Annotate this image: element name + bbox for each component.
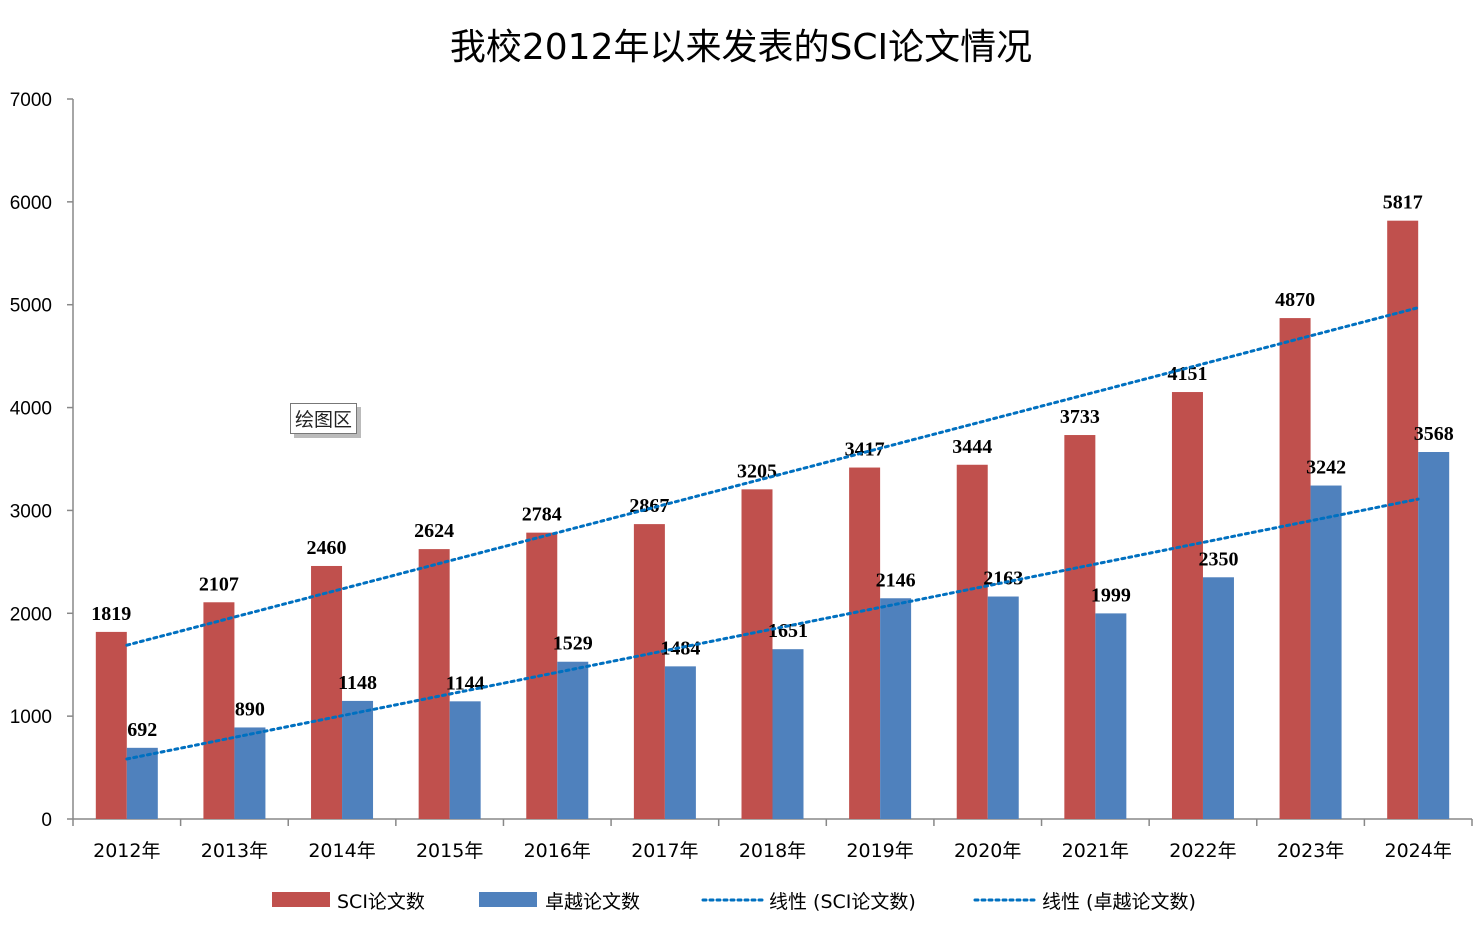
- bar-excellent: [664, 666, 696, 819]
- data-label: 890: [235, 698, 265, 720]
- x-tick-label: 2014年: [308, 840, 375, 862]
- y-tick-label: 2000: [10, 604, 52, 625]
- x-tick-label: 2021年: [1062, 840, 1129, 862]
- x-tick-label: 2024年: [1385, 840, 1452, 862]
- bar-excellent: [1202, 577, 1234, 819]
- y-tick-label: 6000: [10, 193, 52, 214]
- bar-sci: [633, 524, 665, 819]
- bar-excellent: [234, 727, 266, 819]
- data-label: 4870: [1275, 289, 1315, 311]
- x-tick-label: 2013年: [201, 840, 268, 862]
- bar-sci: [1064, 435, 1096, 819]
- y-tick-label: 3000: [10, 501, 52, 522]
- data-label: 2107: [199, 573, 239, 595]
- data-label: 1819: [91, 603, 131, 625]
- x-tick-label: 2020年: [954, 840, 1021, 862]
- data-label: 1144: [446, 672, 485, 694]
- bar-excellent: [1095, 613, 1127, 819]
- bar-excellent: [342, 700, 374, 819]
- data-label: 1148: [338, 672, 377, 694]
- bar-excellent: [557, 661, 589, 819]
- bar-sci: [741, 489, 773, 819]
- data-label: 692: [127, 719, 157, 741]
- y-tick-label: 0: [41, 810, 52, 831]
- bar-excellent: [1310, 485, 1342, 819]
- chart-title: 我校2012年以来发表的SCI论文情况: [449, 27, 1033, 68]
- data-label: 2867: [629, 495, 669, 517]
- bar-sci: [95, 631, 127, 819]
- legend-label: 线性 (卓越论文数): [1042, 891, 1196, 913]
- plot-area-tooltip: 绘图区: [290, 403, 358, 434]
- data-label: 1529: [553, 633, 593, 655]
- bar-sci: [956, 464, 988, 819]
- data-label: 2163: [983, 568, 1023, 590]
- bar-sci: [203, 602, 235, 819]
- x-tick-label: 2015年: [416, 840, 483, 862]
- data-label: 5817: [1383, 192, 1423, 214]
- x-tick-label: 2017年: [631, 840, 698, 862]
- data-label: 1999: [1091, 584, 1131, 606]
- x-tick-label: 2023年: [1277, 840, 1344, 862]
- data-label: 2460: [307, 537, 347, 559]
- bar-excellent: [772, 649, 804, 819]
- bar-excellent: [126, 747, 158, 819]
- x-tick-label: 2012年: [93, 840, 160, 862]
- data-label: 2784: [522, 504, 562, 526]
- trendline-sci: [125, 306, 1420, 647]
- data-label: 3444: [952, 436, 992, 458]
- x-tick-label: 2019年: [846, 840, 913, 862]
- trendline-excellent: [125, 497, 1420, 761]
- x-tick-label: 2022年: [1169, 840, 1236, 862]
- data-label: 2624: [414, 520, 454, 542]
- bar-excellent: [880, 598, 912, 819]
- data-label: 2146: [876, 569, 916, 591]
- bar-sci: [1279, 318, 1311, 819]
- data-label: 3568: [1414, 423, 1454, 445]
- bar-excellent: [987, 596, 1019, 819]
- legend-label: SCI论文数: [337, 891, 425, 913]
- y-tick-label: 1000: [10, 707, 52, 728]
- data-label: 4151: [1167, 363, 1207, 385]
- legend-swatch: [479, 892, 537, 907]
- bar-sci: [1171, 392, 1203, 819]
- y-tick-label: 4000: [10, 399, 52, 420]
- data-label: 1651: [768, 620, 808, 642]
- bar-sci: [1387, 220, 1419, 819]
- bar-sci: [418, 549, 450, 819]
- legend-label: 卓越论文数: [545, 891, 640, 913]
- bar-excellent: [449, 701, 481, 819]
- data-label: 3733: [1060, 406, 1100, 428]
- legend-label: 线性 (SCI论文数): [769, 891, 916, 913]
- bar-excellent: [1418, 452, 1450, 819]
- data-label: 3242: [1306, 457, 1346, 479]
- x-tick-label: 2018年: [739, 840, 806, 862]
- x-tick-label: 2016年: [524, 840, 591, 862]
- bar-sci: [849, 467, 881, 819]
- y-tick-label: 5000: [10, 296, 52, 317]
- legend-swatch: [272, 892, 330, 907]
- data-label: 1484: [660, 637, 700, 659]
- y-tick-label: 7000: [10, 90, 52, 111]
- bar-sci: [311, 565, 343, 819]
- data-label: 2350: [1198, 548, 1238, 570]
